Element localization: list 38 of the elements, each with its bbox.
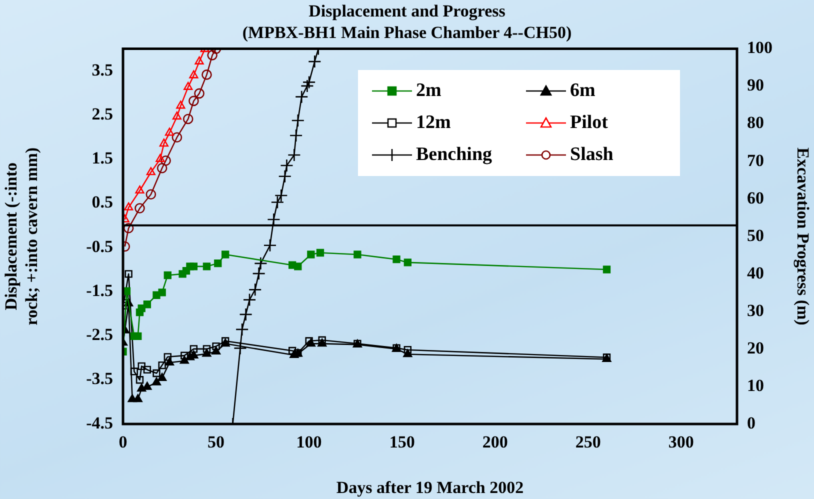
y2-tick-label: 50 [747, 226, 764, 245]
legend-label: Slash [570, 144, 614, 166]
y-tick-label: -4.5 [86, 413, 113, 432]
x-tick-label: 200 [482, 432, 508, 452]
y-tick-label: -1.5 [86, 280, 113, 300]
y2-axis-title: Excavation Progress (m) [793, 147, 812, 326]
y2-tick-label: 30 [747, 300, 764, 320]
y2-tick-label: 70 [747, 150, 764, 170]
y2-tick-label: 90 [747, 76, 764, 95]
legend-label: Pilot [570, 112, 608, 134]
x-tick-label: 0 [118, 432, 128, 452]
legend-label: Benching [416, 144, 492, 166]
y-tick-label: 3.5 [92, 60, 113, 80]
x-tick-label: 150 [389, 432, 415, 452]
y-tick-label: 0.5 [92, 192, 113, 212]
y-tick-label: -3.5 [86, 369, 113, 388]
x-axis-title: Days after 19 March 2002 [336, 478, 524, 498]
chart-subtitle: (MPBX-BH1 Main Phase Chamber 4--CH50) [242, 22, 572, 42]
x-tick-label: 50 [208, 432, 225, 452]
x-tick-label: 300 [668, 432, 694, 452]
y-tick-label: -0.5 [86, 236, 113, 256]
x-tick-label: 100 [296, 432, 322, 452]
chart-title: Displacement and Progress [308, 2, 506, 21]
y2-tick-label: 100 [747, 38, 772, 58]
legend-label: 2m [416, 80, 442, 102]
legend-label: 12m [416, 112, 451, 134]
y-tick-label: -2.5 [86, 325, 113, 344]
y2-tick-label: 40 [747, 263, 764, 282]
y2-tick-label: 60 [747, 188, 764, 208]
y-tick-label: 2.5 [92, 104, 113, 124]
y2-tick-label: 80 [747, 113, 764, 132]
legend-label: 6m [570, 80, 596, 102]
y2-tick-label: 0 [747, 413, 756, 432]
y2-tick-label: 10 [747, 376, 764, 395]
y-tick-label: 1.5 [92, 148, 113, 168]
x-tick-label: 250 [575, 432, 601, 452]
y-axis-title: Displacement (-:into rock; +:into cavern mm) [2, 147, 41, 326]
y2-tick-label: 20 [747, 338, 764, 358]
